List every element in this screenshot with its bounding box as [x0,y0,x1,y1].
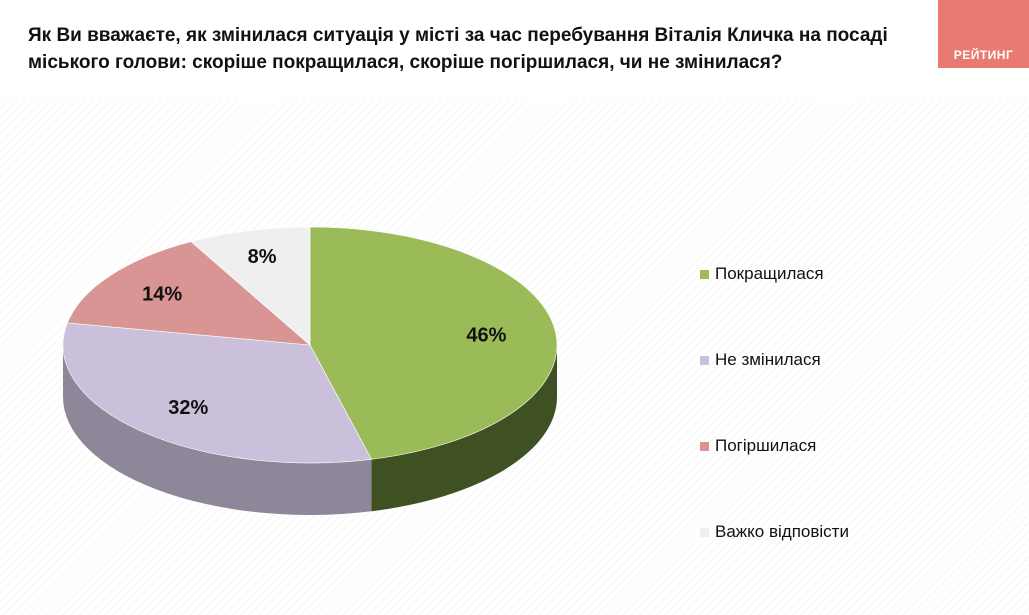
pie-sides [63,345,557,515]
pie-slice-не-змінилася [62,322,372,464]
pie-side-не-змінилася [63,345,372,515]
data-label-покращилася: 46% [466,324,506,346]
legend-label: Важко відповісти [715,522,849,541]
legend-swatch [700,527,709,537]
pie-slice-погіршилася [66,241,311,346]
pie-labels: 46% 32% 14% 8% [142,246,507,419]
data-label-важко-відповісти: 8% [248,246,277,268]
brand-logo: РЕЙТИНГ [938,0,1029,68]
legend-label: Погіршилася [715,436,817,455]
pie-slices [62,226,558,464]
chart-title: Як Ви вважаєте, як змінилася ситуація у … [28,25,888,73]
pie-side-покращилася [371,345,557,512]
legend-swatch [700,441,709,451]
brand-text: РЕЙТИНГ [953,48,1014,62]
legend-item-покращилася: Покращилася [700,262,824,286]
data-label-не-змінилася: 32% [168,397,208,419]
legend-item-погіршилася: Погіршилася [700,434,816,458]
legend-swatch [700,355,709,365]
pie-slice-важко-відповісти [190,226,311,346]
legend-item-не-змінилася: Не змінилася [700,348,821,372]
legend-label: Покращилася [715,264,824,283]
data-label-погіршилася: 14% [142,284,182,306]
legend-swatch [700,269,709,279]
pie-slice-покращилася [309,226,558,460]
legend-item-важко-відповісти: Важко відповісти [700,520,849,544]
legend-label: Не змінилася [715,350,821,369]
